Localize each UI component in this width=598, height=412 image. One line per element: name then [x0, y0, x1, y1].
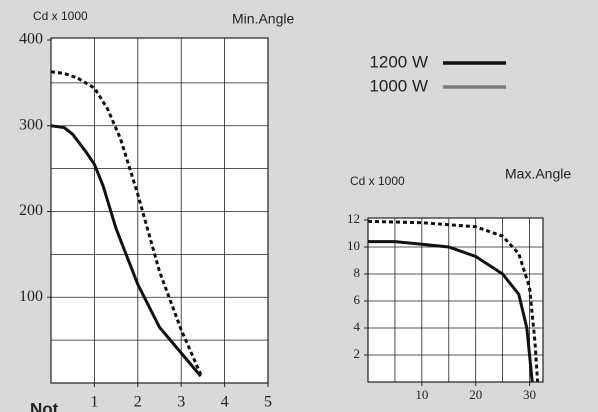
plot-area: [50, 37, 269, 384]
data-line: [50, 124, 202, 378]
y-tick-label: 10: [347, 238, 360, 253]
x-tick-label: 30: [523, 387, 536, 402]
chart-title: Min.Angle: [232, 11, 294, 27]
legend-label: 1200 W: [369, 52, 428, 71]
x-tick-label: 4: [221, 394, 229, 411]
x-tick-label: 5: [264, 394, 272, 411]
legend-label: 1000 W: [369, 76, 428, 95]
y-tick-label: 200: [19, 202, 43, 219]
x-tick-label: 2: [134, 394, 142, 411]
y-tick-label: 100: [19, 288, 43, 305]
note: Not: [30, 399, 59, 412]
y-axis-label: Cd x 1000: [33, 9, 88, 23]
y-tick-label: 2: [354, 346, 361, 361]
chart-title: Max.Angle: [505, 166, 571, 182]
x-tick-label: 3: [177, 394, 185, 411]
data-line: [367, 219, 540, 383]
y-tick-label: 400: [19, 31, 43, 48]
x-tick-label: 10: [415, 387, 428, 402]
x-tick-label: 1: [90, 394, 98, 411]
y-tick-label: 8: [354, 265, 361, 280]
y-tick-label: 6: [354, 292, 361, 307]
y-tick-label: 12: [347, 211, 360, 226]
y-tick-label: 4: [354, 319, 361, 334]
x-tick-label: 20: [469, 387, 482, 402]
y-tick-label: 300: [19, 116, 43, 133]
data-line: [368, 240, 534, 383]
data-line: [50, 70, 203, 376]
y-axis-label: Cd x 1000: [350, 174, 405, 188]
